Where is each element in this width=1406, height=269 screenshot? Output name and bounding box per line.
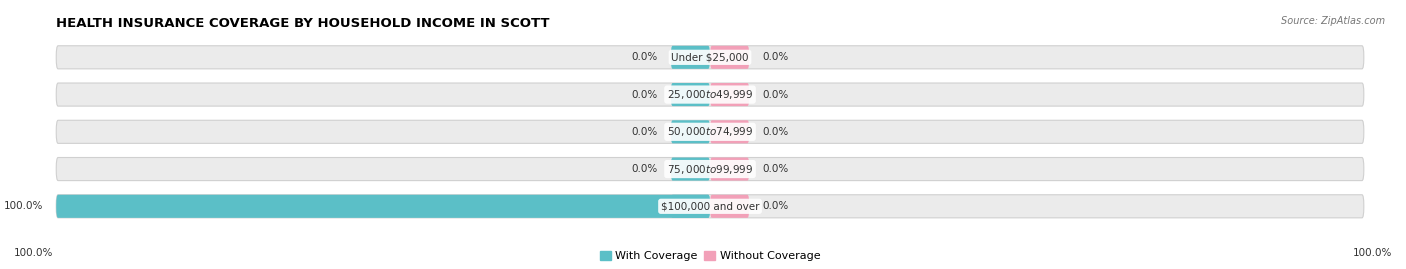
Text: 0.0%: 0.0% (762, 164, 789, 174)
Text: 0.0%: 0.0% (762, 127, 789, 137)
Text: 0.0%: 0.0% (762, 52, 789, 62)
Text: Under $25,000: Under $25,000 (671, 52, 749, 62)
FancyBboxPatch shape (671, 83, 710, 106)
FancyBboxPatch shape (56, 83, 1364, 106)
Text: Source: ZipAtlas.com: Source: ZipAtlas.com (1281, 16, 1385, 26)
FancyBboxPatch shape (56, 195, 710, 218)
Text: 100.0%: 100.0% (4, 201, 44, 211)
FancyBboxPatch shape (710, 46, 749, 69)
FancyBboxPatch shape (671, 158, 710, 180)
Text: $25,000 to $49,999: $25,000 to $49,999 (666, 88, 754, 101)
Text: 0.0%: 0.0% (631, 164, 658, 174)
FancyBboxPatch shape (710, 120, 749, 143)
Text: 0.0%: 0.0% (762, 90, 789, 100)
FancyBboxPatch shape (56, 195, 1364, 218)
Text: $50,000 to $74,999: $50,000 to $74,999 (666, 125, 754, 138)
Text: 100.0%: 100.0% (14, 248, 53, 258)
Text: HEALTH INSURANCE COVERAGE BY HOUSEHOLD INCOME IN SCOTT: HEALTH INSURANCE COVERAGE BY HOUSEHOLD I… (56, 17, 550, 30)
Legend: With Coverage, Without Coverage: With Coverage, Without Coverage (595, 246, 825, 266)
Text: $100,000 and over: $100,000 and over (661, 201, 759, 211)
FancyBboxPatch shape (671, 195, 710, 218)
FancyBboxPatch shape (710, 158, 749, 180)
Text: 100.0%: 100.0% (1353, 248, 1392, 258)
FancyBboxPatch shape (56, 158, 1364, 180)
Text: 0.0%: 0.0% (631, 127, 658, 137)
Text: $75,000 to $99,999: $75,000 to $99,999 (666, 162, 754, 176)
FancyBboxPatch shape (56, 46, 1364, 69)
Text: 0.0%: 0.0% (631, 90, 658, 100)
FancyBboxPatch shape (710, 195, 749, 218)
Text: 0.0%: 0.0% (631, 52, 658, 62)
FancyBboxPatch shape (710, 83, 749, 106)
FancyBboxPatch shape (671, 120, 710, 143)
Text: 0.0%: 0.0% (762, 201, 789, 211)
FancyBboxPatch shape (671, 46, 710, 69)
FancyBboxPatch shape (56, 120, 1364, 143)
